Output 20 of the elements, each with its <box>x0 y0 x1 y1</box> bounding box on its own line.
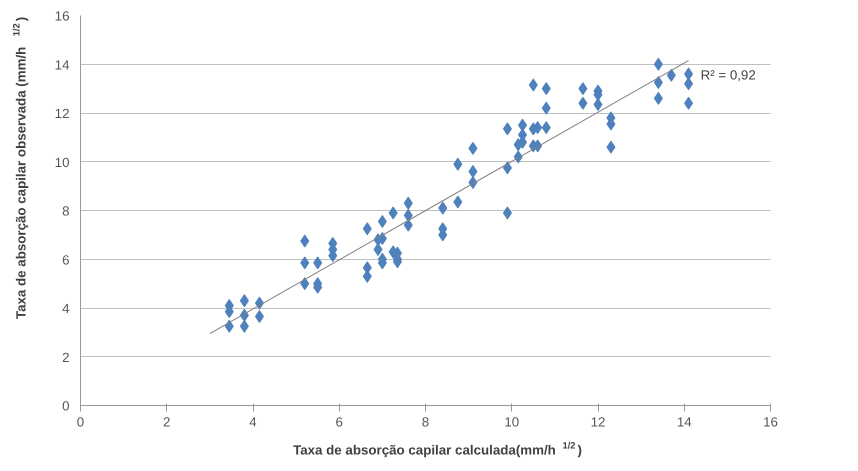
y-tick-label: 14 <box>54 57 70 72</box>
y-tick-label: 8 <box>62 204 70 218</box>
y-tick-label: 12 <box>54 106 70 121</box>
y-tick-label: 0 <box>62 398 70 414</box>
annotation: R² = 0,92 <box>700 68 756 83</box>
y-tick-label: 2 <box>62 350 70 365</box>
x-tick-label: 6 <box>336 414 343 430</box>
y-tick-label: 6 <box>62 252 70 268</box>
x-tick-label: 10 <box>504 414 520 430</box>
x-tick-label: 12 <box>590 414 606 430</box>
x-tick-label: 16 <box>763 414 778 430</box>
y-tick-label: 4 <box>62 301 70 316</box>
x-tick-label: 4 <box>249 414 258 430</box>
x-tick-label: 0 <box>76 414 84 430</box>
x-tick-label: 8 <box>422 414 430 430</box>
y-tick-label: 16 <box>54 8 70 24</box>
x-tick-label: 2 <box>163 414 170 430</box>
y-axis-title: Taxa de absorção capilar observada (mm/h 1/2) <box>12 16 28 320</box>
y-tick-label: 10 <box>54 154 70 170</box>
x-tick-label: 14 <box>676 414 692 430</box>
